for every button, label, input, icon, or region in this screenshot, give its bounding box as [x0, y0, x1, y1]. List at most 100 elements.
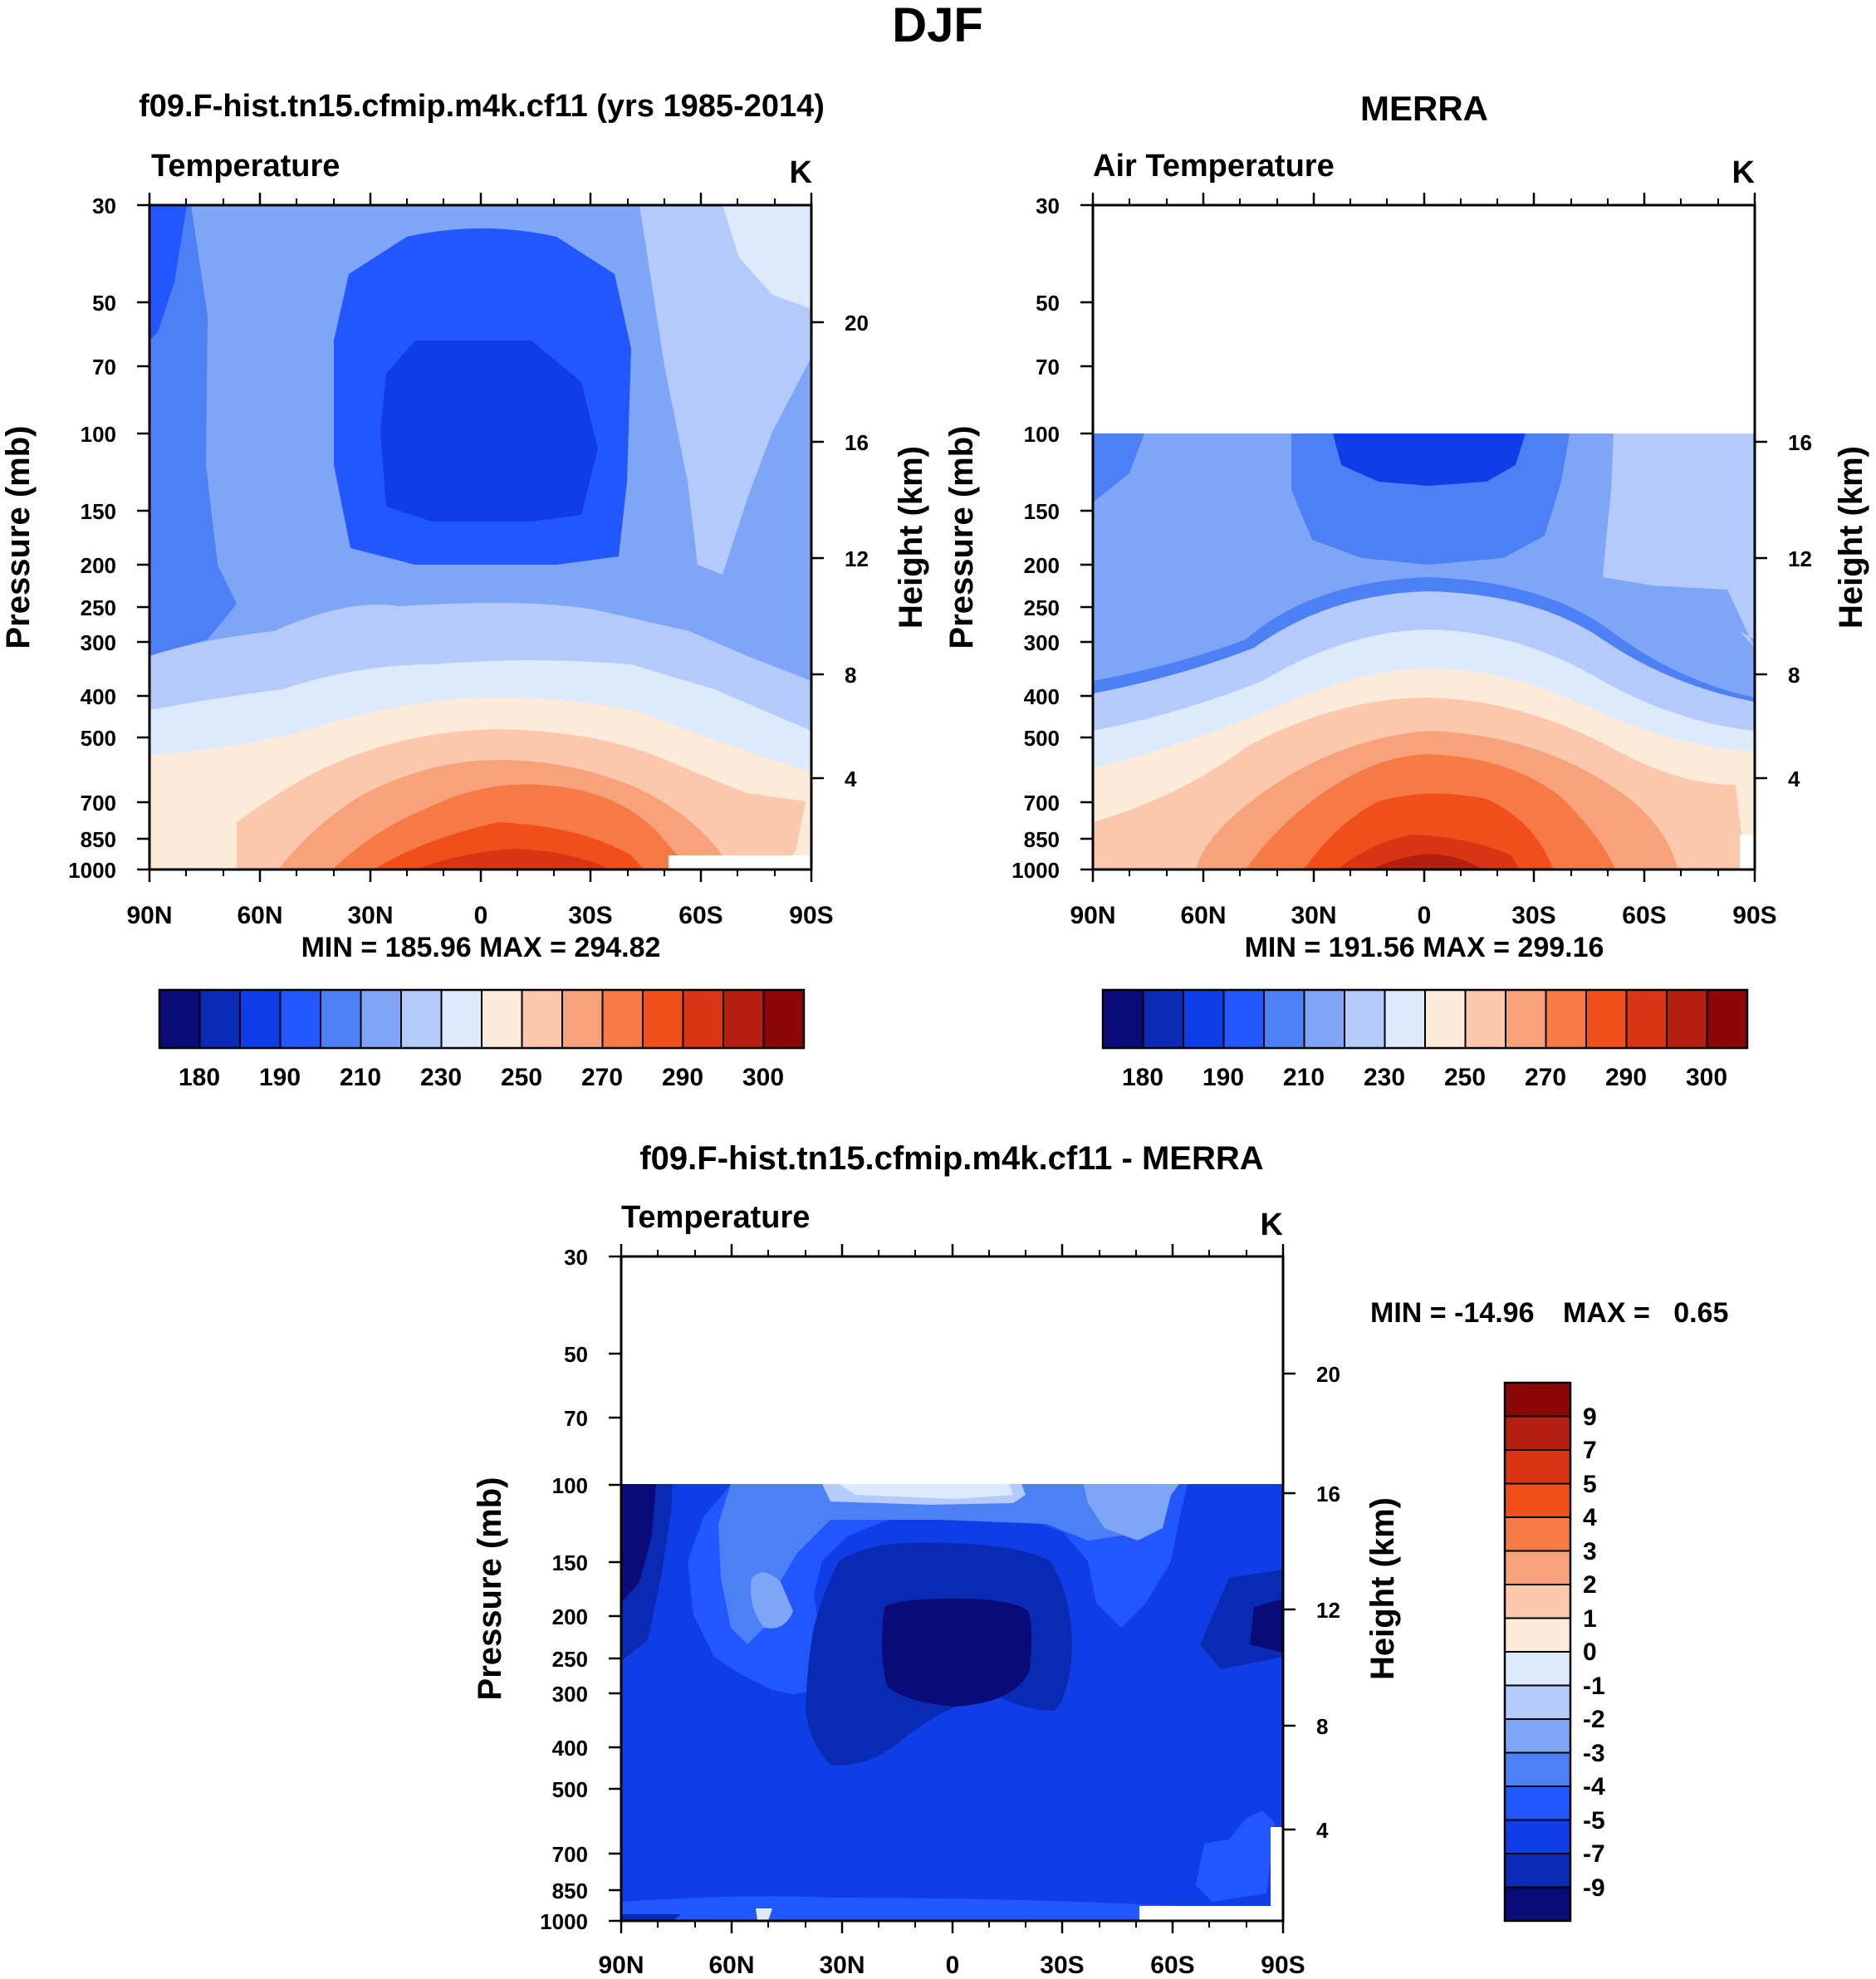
colorbar-swatch [1505, 1685, 1570, 1719]
y-tick-label: 850 [552, 1879, 588, 1903]
colorbar-label: 290 [1605, 1064, 1647, 1091]
missing-data [1271, 1827, 1283, 1921]
colorbar-swatch [1505, 1854, 1570, 1888]
ticks [1080, 193, 1767, 882]
x-tick-label: 60N [708, 1952, 754, 1979]
y-tick-label: 300 [552, 1682, 588, 1707]
y-axis-title: Pressure (mb) [472, 1477, 508, 1701]
x-tick-label: 30N [819, 1952, 865, 1979]
ticks [137, 193, 824, 882]
contour-band [1333, 434, 1526, 486]
y-tick-label: 50 [92, 291, 116, 316]
y-tick-label: 150 [1024, 499, 1060, 524]
height-tick-label: 4 [845, 767, 857, 791]
colorbar-frame [1101, 988, 1749, 1050]
panel-difference: f09.F-hist.tn15.cfmip.m4k.cf11 - MERRA T… [472, 1140, 1728, 1979]
contour-band [718, 1484, 1171, 1644]
x-tick-label: 60N [237, 902, 282, 929]
colorbar-swatch [1505, 1517, 1570, 1551]
colorbar-label: 4 [1583, 1504, 1597, 1531]
colorbar-swatch [1345, 990, 1385, 1048]
y-tick-label: 400 [81, 684, 116, 709]
y-tick-label: 250 [552, 1647, 588, 1672]
colorbar-swatch [1506, 990, 1546, 1048]
colorbar-label: -4 [1583, 1773, 1605, 1800]
y-tick-label: 100 [81, 422, 116, 447]
y-tick-label: 500 [81, 726, 116, 751]
colorbar-swatch [643, 990, 683, 1048]
colorbar-swatch [1505, 1618, 1570, 1652]
colorbar-vertical: 9 7 5 4 3 2 1 0 -1 -2 -3 -4 -5 -7 -9 [1503, 1381, 1605, 1923]
contour-band [1250, 1599, 1283, 1653]
colorbar-label: 2 [1583, 1571, 1597, 1599]
variable-label: Temperature [151, 149, 340, 184]
height-tick-labels: 16 12 8 4 [1788, 430, 1812, 791]
colorbar-swatch [360, 990, 401, 1048]
contour-field [621, 1484, 1283, 1921]
contour-band [621, 1896, 1283, 1921]
height-tick-label: 20 [845, 311, 869, 336]
colorbar-swatch [1505, 1550, 1570, 1585]
y-tick-label: 850 [81, 827, 116, 852]
y-tick-label: 70 [564, 1406, 588, 1431]
colorbar-swatch [1505, 1652, 1570, 1686]
colorbar-swatch [401, 990, 442, 1048]
colorbar-swatch [1505, 1719, 1570, 1753]
height-tick-label: 16 [845, 430, 869, 455]
colorbar-label: 7 [1583, 1437, 1597, 1464]
colorbar-swatch [1505, 1383, 1570, 1417]
y-tick-label: 150 [81, 499, 116, 524]
contour-band [1196, 1810, 1275, 1902]
y-tick-label: 150 [552, 1550, 588, 1575]
colorbar-swatch [1183, 990, 1224, 1048]
x-tick-label: 30S [1040, 1952, 1084, 1979]
height-tick-label: 12 [845, 546, 869, 571]
colorbar-label: 230 [420, 1064, 462, 1091]
x-tick-label: 30N [1291, 902, 1336, 929]
y-tick-label: 100 [552, 1473, 588, 1498]
colorbar-swatch [522, 990, 562, 1048]
colorbar-swatch [321, 990, 361, 1048]
height-tick-label: 8 [1316, 1714, 1328, 1739]
contour-band [1084, 1484, 1179, 1541]
ticks [609, 1244, 1296, 1933]
colorbar-swatch [441, 990, 482, 1048]
colorbar-label: 5 [1583, 1471, 1597, 1498]
y-tick-label: 400 [552, 1736, 588, 1761]
y-tick-label: 1000 [68, 858, 116, 883]
colorbar-label: 0 [1583, 1639, 1597, 1666]
height-tick-label: 20 [1316, 1362, 1340, 1387]
y-axis-title: Pressure (mb) [943, 426, 980, 649]
x-tick-label: 60N [1180, 902, 1226, 929]
colorbar-swatch [1465, 990, 1506, 1048]
x-tick-label: 0 [1418, 902, 1432, 929]
missing-data [669, 855, 811, 869]
colorbar-swatch [1586, 990, 1627, 1048]
colorbar-frame [158, 988, 806, 1050]
min-max-label: MIN = 185.96 MAX = 294.82 [301, 932, 661, 963]
height-tick-label: 8 [1788, 663, 1800, 688]
x-tick-label: 90N [126, 902, 172, 929]
colorbar-swatch [240, 990, 281, 1048]
colorbar-label: 190 [1203, 1064, 1244, 1091]
colorbar-swatch [1143, 990, 1183, 1048]
y-tick-label: 300 [81, 630, 116, 655]
contour-band [1370, 854, 1482, 869]
y-axis-title-right: Height (km) [1833, 446, 1869, 629]
colorbar-swatch [1384, 990, 1425, 1048]
colorbar-label: -9 [1583, 1874, 1605, 1902]
contour-band [722, 205, 811, 309]
colorbar-swatch [763, 990, 804, 1048]
height-tick-label: 8 [845, 663, 856, 688]
contour-band [415, 849, 610, 869]
y-tick-label: 200 [552, 1604, 588, 1629]
colorbar-label: 180 [1122, 1064, 1163, 1091]
y-tick-label: 70 [1036, 355, 1060, 380]
colorbar-swatch [1707, 990, 1747, 1048]
y-tick-labels: 30 50 70 100 150 200 250 300 400 500 700… [1011, 193, 1060, 883]
height-tick-label: 4 [1316, 1818, 1329, 1843]
x-tick-label: 0 [946, 1952, 960, 1979]
colorbar-label: -1 [1583, 1673, 1605, 1700]
colorbar-label: 190 [259, 1064, 301, 1091]
